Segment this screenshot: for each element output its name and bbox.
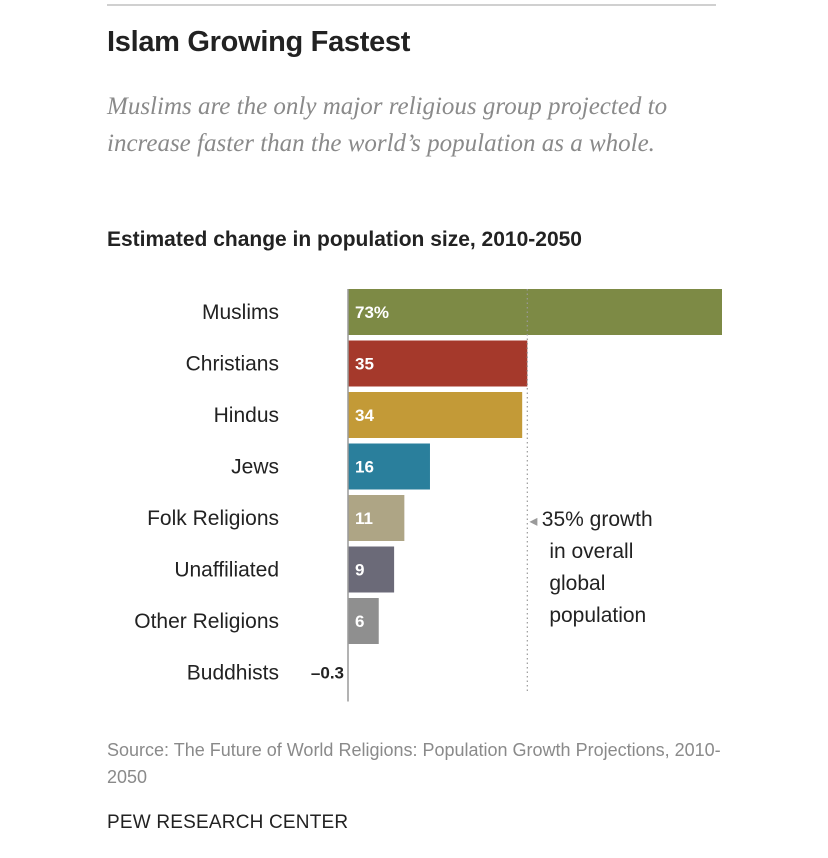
chart-title: Estimated change in population size, 201… <box>107 228 582 251</box>
reference-annotation: global <box>549 572 605 595</box>
organization-name: PEW RESEARCH CENTER <box>107 812 349 833</box>
value-label: 34 <box>355 406 374 425</box>
reference-annotation: in overall <box>549 540 633 563</box>
category-label: Folk Religions <box>147 507 279 530</box>
reference-annotation: ◂ 35% growth <box>529 508 652 531</box>
value-label: 73% <box>355 303 389 322</box>
bar <box>348 495 405 541</box>
bar <box>348 289 722 335</box>
category-label: Unaffiliated <box>174 559 279 582</box>
value-label: –0.3 <box>311 664 344 683</box>
source-note: Source: The Future of World Religions: P… <box>107 740 721 787</box>
category-label: Hindus <box>214 404 279 427</box>
bar <box>348 443 430 490</box>
subtitle: Muslims are the only major religious gro… <box>107 93 668 157</box>
value-label: 9 <box>355 561 364 580</box>
bar <box>348 392 523 438</box>
bar-chart: Muslims 73% Christians 35 Hindus 34 Jews 16 Folk… <box>134 289 722 702</box>
value-label: 11 <box>355 509 373 528</box>
bar <box>348 546 395 593</box>
page-title: Islam Growing Fastest <box>107 26 411 58</box>
category-label: Buddhists <box>187 662 279 685</box>
value-label: 16 <box>355 458 374 477</box>
category-label: Muslims <box>202 301 279 324</box>
category-label: Jews <box>231 456 279 479</box>
value-label: 35 <box>355 355 374 374</box>
value-label: 6 <box>355 612 364 631</box>
category-label: Christians <box>186 353 279 376</box>
bar <box>348 340 528 387</box>
bar <box>348 598 379 644</box>
category-label: Other Religions <box>134 610 279 633</box>
top-rule <box>107 4 716 6</box>
reference-annotation: population <box>549 604 646 627</box>
